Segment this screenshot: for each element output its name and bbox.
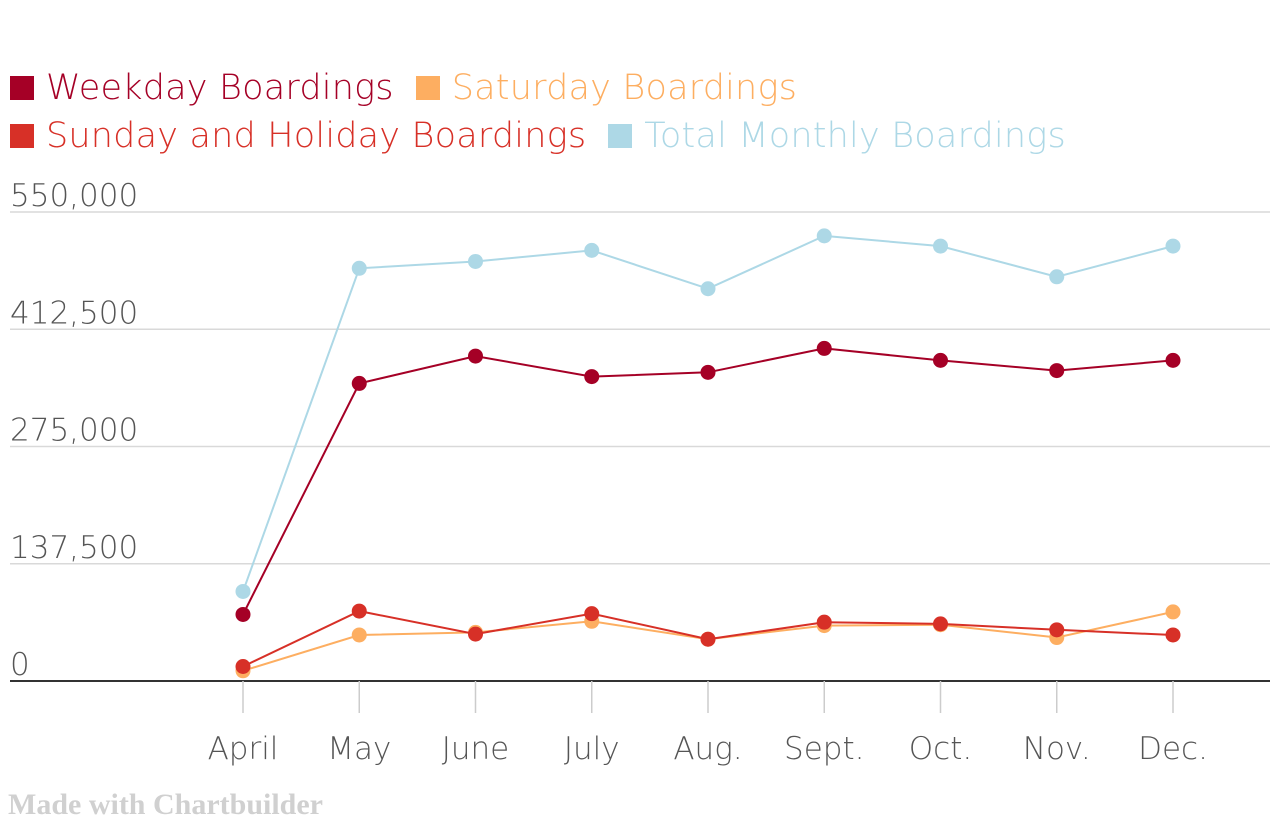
chart-legend: Weekday Boardings Saturday Boardings Sun… xyxy=(10,64,1250,160)
data-point-sunday-and-holiday-boardings xyxy=(235,659,251,675)
y-tick-label: 0 xyxy=(10,647,30,683)
data-point-weekday-boardings xyxy=(468,348,483,364)
legend-label-weekday: Weekday Boardings xyxy=(46,68,394,108)
legend-item-sunday-holiday: Sunday and Holiday Boardings xyxy=(10,116,586,156)
data-point-weekday-boardings xyxy=(584,369,600,385)
data-point-total-monthly-boardings xyxy=(700,281,716,297)
y-tick-label: 412,500 xyxy=(10,295,138,331)
data-point-saturday-boardings xyxy=(1165,604,1181,620)
y-tick-label: 275,000 xyxy=(10,413,138,449)
data-point-sunday-and-holiday-boardings xyxy=(584,606,600,622)
data-point-saturday-boardings xyxy=(351,627,367,643)
legend-row: Weekday Boardings Saturday Boardings xyxy=(10,64,1250,112)
legend-swatch-weekday xyxy=(10,76,34,100)
legend-swatch-saturday xyxy=(415,76,440,100)
chartbuilder-credit: Made with Chartbuilder xyxy=(8,788,323,821)
data-point-total-monthly-boardings xyxy=(351,260,367,276)
x-tick-label: Nov. xyxy=(1023,731,1091,767)
legend-item-total-monthly: Total Monthly Boardings xyxy=(608,116,1066,156)
data-point-total-monthly-boardings xyxy=(933,238,948,254)
y-tick-label: 550,000 xyxy=(10,178,138,214)
x-tick-label: Dec. xyxy=(1138,731,1208,767)
data-point-total-monthly-boardings xyxy=(1165,238,1181,254)
legend-row: Sunday and Holiday Boardings Total Month… xyxy=(10,112,1250,160)
legend-label-total-monthly: Total Monthly Boardings xyxy=(644,116,1066,156)
data-point-sunday-and-holiday-boardings xyxy=(351,603,367,619)
legend-swatch-total-monthly xyxy=(608,124,633,148)
data-point-sunday-and-holiday-boardings xyxy=(700,631,716,647)
data-point-sunday-and-holiday-boardings xyxy=(816,614,832,630)
x-tick-label: July xyxy=(564,731,620,767)
data-point-weekday-boardings xyxy=(933,352,948,368)
x-tick-label: June xyxy=(442,731,510,767)
x-tick-label: Aug. xyxy=(673,731,742,767)
x-tick-label: Sept. xyxy=(784,731,864,767)
data-point-weekday-boardings xyxy=(816,340,832,356)
data-point-sunday-and-holiday-boardings xyxy=(1165,627,1181,643)
legend-label-saturday: Saturday Boardings xyxy=(451,68,798,108)
data-point-total-monthly-boardings xyxy=(816,228,832,244)
legend-swatch-sunday-holiday xyxy=(10,124,34,148)
data-point-total-monthly-boardings xyxy=(1049,269,1065,285)
data-point-sunday-and-holiday-boardings xyxy=(933,616,948,632)
data-point-sunday-and-holiday-boardings xyxy=(1049,622,1065,638)
data-point-total-monthly-boardings xyxy=(235,583,251,599)
x-tick-label: April xyxy=(208,731,279,767)
data-point-weekday-boardings xyxy=(1049,363,1065,379)
legend-item-saturday: Saturday Boardings xyxy=(415,68,798,108)
data-point-weekday-boardings xyxy=(700,364,716,380)
series-line-weekday-boardings xyxy=(242,347,1174,615)
y-tick-label: 137,500 xyxy=(10,530,138,566)
data-point-total-monthly-boardings xyxy=(468,253,483,269)
data-point-weekday-boardings xyxy=(1165,352,1181,368)
x-tick-label: May xyxy=(327,731,391,767)
data-point-sunday-and-holiday-boardings xyxy=(468,626,483,642)
x-tick-label: Oct. xyxy=(909,731,972,767)
data-point-weekday-boardings xyxy=(351,375,367,391)
legend-item-weekday: Weekday Boardings xyxy=(10,68,394,108)
legend-label-sunday-holiday: Sunday and Holiday Boardings xyxy=(46,116,587,156)
data-point-weekday-boardings xyxy=(235,606,251,622)
data-point-total-monthly-boardings xyxy=(584,242,600,258)
